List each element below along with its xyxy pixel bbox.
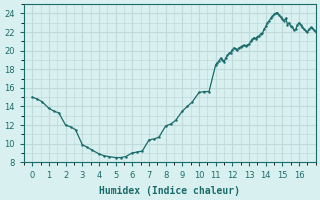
X-axis label: Humidex (Indice chaleur): Humidex (Indice chaleur) <box>99 186 240 196</box>
